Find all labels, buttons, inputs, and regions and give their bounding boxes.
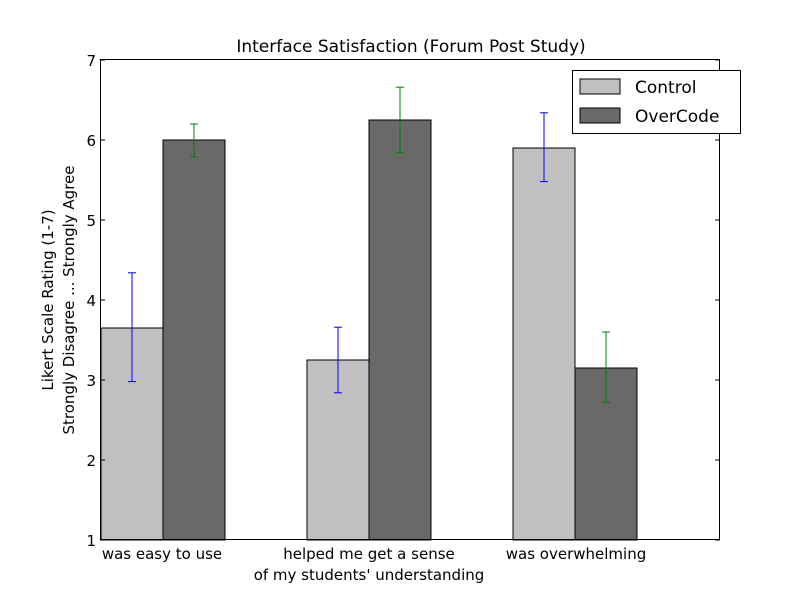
error-bars-layer xyxy=(128,86,610,403)
y-axis-ticks: 1 2 3 4 5 6 7 xyxy=(86,52,720,550)
y-axis-label-line: Strongly Disagree ... Strongly Agree xyxy=(60,166,78,435)
x-category-label: of my students' understanding xyxy=(254,566,485,584)
legend-label-control: Control xyxy=(635,78,696,98)
error-bar-control-0 xyxy=(128,272,136,383)
x-axis-category-labels: was easy to use helped me get a sense of m… xyxy=(102,545,646,584)
y-tick-label: 2 xyxy=(86,452,96,470)
legend: Control OverCode xyxy=(572,70,741,134)
y-tick-label: 4 xyxy=(86,292,96,310)
error-bar-control-1 xyxy=(334,326,342,394)
legend-swatch-control xyxy=(579,78,621,95)
x-category-label: was overwhelming xyxy=(506,545,646,563)
bar-overcode-1 xyxy=(368,119,432,541)
y-axis-label-line: Likert Scale Rating (1-7) xyxy=(39,209,57,390)
y-tick-label: 3 xyxy=(86,372,96,390)
y-axis-label: Likert Scale Rating (1-7) Strongly Disagr… xyxy=(39,166,78,435)
x-category-label: was easy to use xyxy=(102,545,222,563)
chart-title: Interface Satisfaction (Forum Post Study… xyxy=(236,37,585,57)
error-bar-overcode-2 xyxy=(602,331,610,403)
y-tick-label: 6 xyxy=(86,132,96,150)
bars-layer xyxy=(100,119,638,541)
x-category-label: helped me get a sense xyxy=(283,545,455,563)
y-tick-label: 7 xyxy=(86,52,96,70)
error-bar-control-2 xyxy=(540,112,548,183)
y-tick-label: 5 xyxy=(86,212,96,230)
bar-overcode-0 xyxy=(162,139,226,541)
y-tick-label: 1 xyxy=(86,532,96,550)
error-bar-overcode-0 xyxy=(190,123,198,158)
legend-swatch-overcode xyxy=(579,107,621,124)
error-bar-overcode-1 xyxy=(396,86,404,154)
legend-label-overcode: OverCode xyxy=(635,107,719,127)
bar-control-2 xyxy=(512,147,576,541)
